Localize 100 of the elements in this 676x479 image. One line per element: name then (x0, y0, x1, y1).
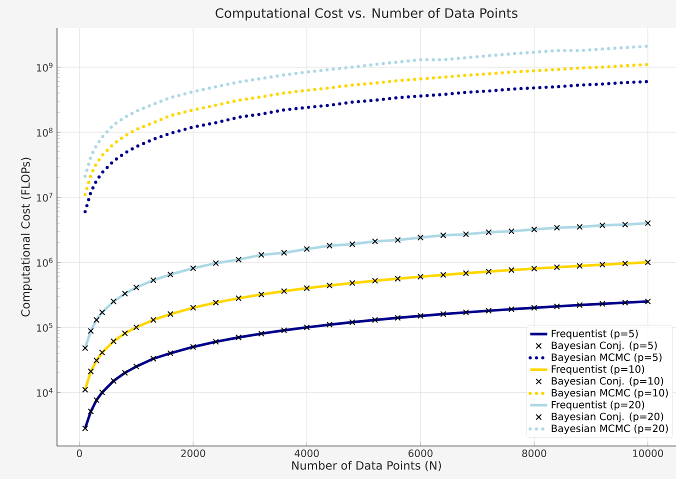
chart-title: Computational Cost vs. Number of Data Points (216, 8, 518, 20)
x-tick-label: 0 (76, 450, 82, 458)
point (644, 298, 651, 305)
point (88, 408, 94, 414)
point (554, 224, 560, 231)
point (372, 278, 378, 284)
legend-label: Bayesian Conj. (p=10) (552, 376, 664, 387)
point (110, 378, 117, 384)
point (326, 242, 333, 249)
legend-label: Bayesian MCMC (p=5) (552, 353, 662, 363)
y-tick-label: 10$^{4}$ (36, 388, 53, 397)
x-tick-label: 2000 (181, 450, 206, 458)
point (394, 236, 401, 244)
point (258, 252, 264, 258)
point (326, 282, 333, 289)
point (212, 300, 219, 306)
point (258, 291, 264, 298)
point (190, 304, 196, 311)
point (88, 328, 94, 334)
point (281, 250, 288, 256)
point (349, 241, 356, 248)
point (349, 319, 356, 326)
point (150, 356, 156, 362)
point (82, 386, 88, 393)
point (531, 226, 538, 232)
point (622, 260, 628, 266)
point (417, 234, 424, 241)
point (167, 350, 174, 356)
point (417, 274, 424, 280)
legend-label: Bayesian MCMC (p=20) (552, 424, 668, 434)
point (486, 229, 492, 236)
y-tick-label: 10$^{5}$ (36, 322, 52, 332)
point (644, 220, 651, 226)
point (281, 327, 288, 334)
x-tick-label: 4000 (294, 450, 319, 458)
point (122, 290, 128, 297)
point (122, 370, 128, 376)
point (440, 272, 446, 278)
point (236, 256, 242, 263)
point (93, 397, 100, 404)
x-tick-label: 10000 (633, 450, 664, 458)
point (440, 232, 446, 238)
y-tick-label: 10$^{7}$ (36, 192, 52, 202)
point (304, 324, 310, 330)
point (133, 324, 140, 330)
point (110, 338, 117, 344)
point (622, 222, 628, 228)
point (150, 277, 156, 284)
point (372, 316, 378, 323)
point (462, 231, 470, 238)
point (93, 357, 100, 364)
point (88, 368, 94, 374)
point (576, 262, 583, 269)
point (462, 270, 470, 276)
point (440, 311, 446, 318)
point (599, 222, 606, 228)
point (394, 314, 401, 321)
point (599, 262, 606, 268)
point (372, 238, 378, 244)
point (167, 311, 174, 318)
point (486, 308, 492, 314)
point (554, 264, 560, 270)
point (258, 330, 264, 337)
point (462, 309, 470, 316)
point (133, 363, 140, 370)
point (190, 344, 196, 350)
point (417, 312, 424, 319)
point (110, 298, 117, 305)
legend-label: Frequentist (p=5) (552, 330, 638, 340)
point (304, 285, 310, 292)
point (99, 350, 106, 356)
point (150, 316, 156, 323)
point (554, 303, 560, 310)
point (212, 338, 219, 345)
legend-label: Bayesian Conj. (p=5) (552, 341, 657, 352)
y-tick-label: 10$^{9}$ (36, 62, 52, 72)
x-tick-label: 6000 (408, 450, 433, 458)
legend-label: Frequentist (p=10) (552, 365, 644, 375)
point (531, 304, 538, 311)
point (93, 316, 100, 323)
line-series (84, 44, 650, 178)
legend-label: Bayesian Conj. (p=20) (552, 412, 664, 422)
point (531, 266, 538, 272)
point (508, 306, 514, 312)
point (99, 309, 106, 316)
point (394, 276, 401, 282)
point (99, 389, 106, 396)
point (304, 246, 310, 252)
point (167, 271, 174, 278)
point (133, 284, 140, 291)
point (622, 300, 628, 306)
point (82, 425, 88, 432)
point (508, 228, 514, 234)
point (326, 322, 333, 328)
legend-label: Bayesian MCMC (p=10) (552, 388, 668, 398)
legend-label: Frequentist (p=20) (552, 400, 644, 410)
point (236, 295, 242, 302)
point (236, 334, 242, 340)
y-tick-label: 10$^{6}$ (36, 258, 53, 267)
line-series (84, 80, 650, 214)
